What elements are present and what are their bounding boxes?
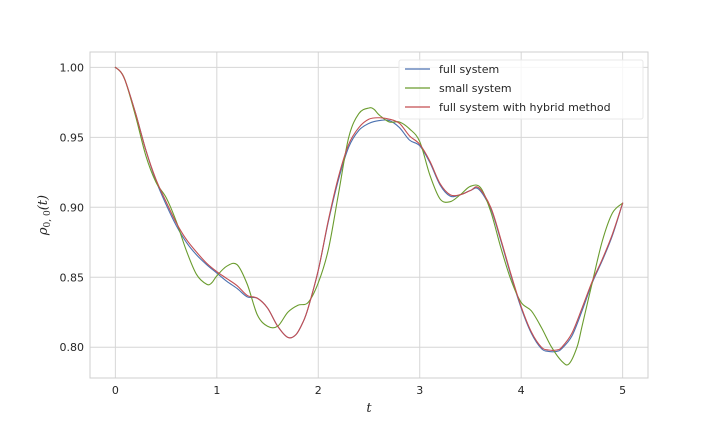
x-tick-label: 5 (619, 384, 626, 397)
y-axis-label-tail: (t) (36, 195, 51, 210)
y-axis-label-main: ρ (36, 227, 51, 236)
x-axis-label: t (366, 401, 372, 416)
tick-labels: 0 1 2 3 4 5 0.80 0.85 0.90 0.95 1.00 (60, 61, 627, 397)
x-tick-label: 1 (213, 384, 220, 397)
y-tick-label: 0.90 (60, 201, 85, 214)
legend-label-small-system: small system (439, 82, 512, 95)
legend-box (398, 59, 644, 120)
y-axis-label: ρ0, 0(t) (36, 195, 53, 236)
y-tick-label: 0.85 (60, 271, 85, 284)
x-tick-label: 0 (112, 384, 119, 397)
x-tick-label: 4 (518, 384, 525, 397)
plot-frame (89, 51, 649, 379)
y-axis-label-subscript: 0, 0 (43, 210, 53, 227)
x-tick-label: 2 (315, 384, 322, 397)
legend-label-full-system: full system (439, 63, 499, 76)
y-tick-label: 0.95 (60, 131, 85, 144)
series-line-small-system (114, 66, 624, 366)
series-line-hybrid-method (114, 66, 624, 351)
y-tick-label: 1.00 (60, 61, 85, 74)
legend-label-hybrid-method: full system with hybrid method (439, 101, 611, 114)
y-tick-label: 0.80 (60, 341, 85, 354)
x-tick-label: 3 (416, 384, 423, 397)
legend: full system small system full system wit… (398, 59, 644, 120)
series-layer (114, 66, 624, 366)
series-line-full-system (114, 66, 624, 353)
